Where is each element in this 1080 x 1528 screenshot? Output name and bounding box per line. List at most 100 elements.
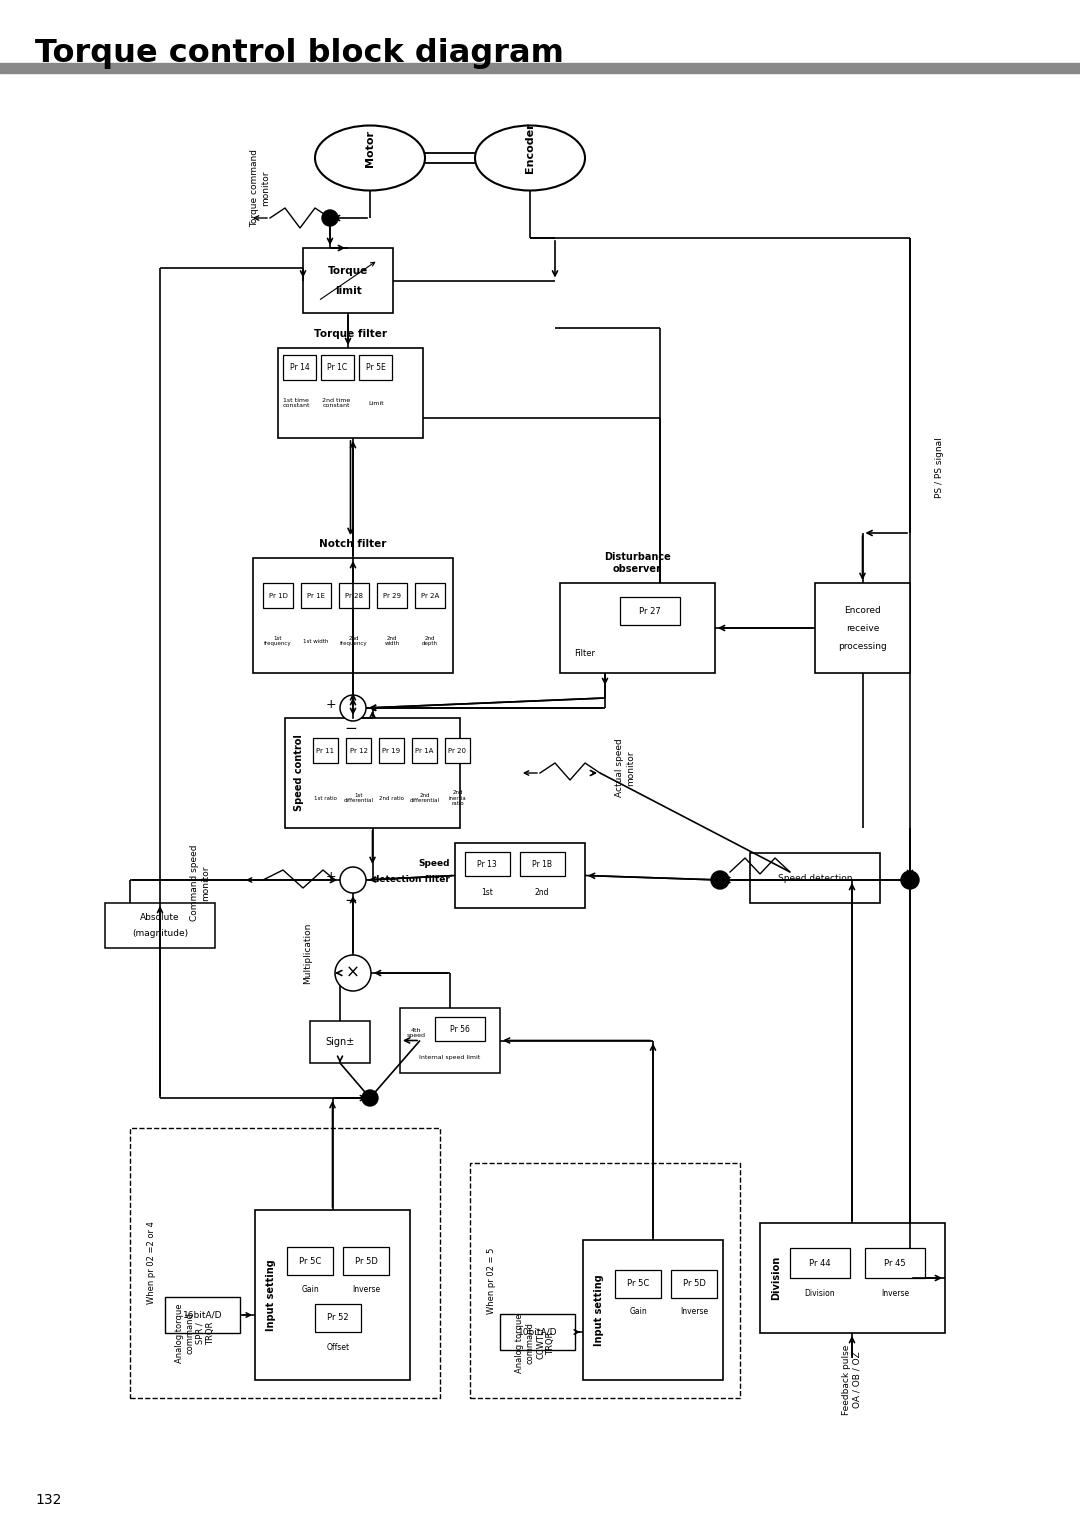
Text: limit: limit	[335, 286, 362, 295]
Bar	[105, 903, 215, 947]
Text: −: −	[345, 892, 357, 908]
Text: 10bitA/D: 10bitA/D	[517, 1328, 557, 1337]
Text: Division: Division	[771, 1256, 781, 1300]
Text: 2nd
frequency: 2nd frequency	[340, 636, 368, 646]
Text: Pr 5D: Pr 5D	[354, 1256, 377, 1265]
Bar	[750, 853, 880, 903]
Text: 16bitA/D: 16bitA/D	[183, 1311, 222, 1320]
Text: Inverse: Inverse	[352, 1285, 380, 1294]
Text: Input setting: Input setting	[266, 1259, 276, 1331]
Circle shape	[335, 955, 372, 992]
Bar	[583, 1241, 723, 1380]
Text: 1st
differential: 1st differential	[343, 793, 374, 804]
Text: Division: Division	[805, 1288, 835, 1297]
Text: Pr 2A: Pr 2A	[421, 593, 440, 599]
Text: 2nd
width: 2nd width	[384, 636, 400, 646]
Bar	[455, 843, 585, 908]
Bar	[415, 584, 445, 608]
Bar	[620, 597, 680, 625]
Text: Pr 27: Pr 27	[639, 607, 661, 616]
Bar	[301, 584, 330, 608]
Ellipse shape	[315, 125, 426, 191]
Text: Pr 5C: Pr 5C	[626, 1279, 649, 1288]
Bar	[310, 1021, 370, 1063]
Text: Absolute: Absolute	[140, 914, 179, 921]
Text: Torque control block diagram: Torque control block diagram	[35, 38, 564, 69]
Text: Notch filter: Notch filter	[320, 539, 387, 549]
Bar	[255, 1210, 410, 1380]
Bar	[346, 738, 372, 762]
Circle shape	[340, 866, 366, 892]
Text: Encored: Encored	[845, 605, 881, 614]
Text: Gain: Gain	[301, 1285, 319, 1294]
Text: Actual speed
monitor: Actual speed monitor	[616, 738, 635, 798]
Bar	[313, 738, 338, 762]
Bar	[470, 1163, 740, 1398]
Text: Analog torque
command
CCWTL/
TRQR: Analog torque command CCWTL/ TRQR	[515, 1313, 555, 1372]
Text: Pr 56: Pr 56	[450, 1024, 470, 1033]
Bar	[343, 1247, 389, 1274]
Bar	[500, 1314, 575, 1351]
Text: 132: 132	[35, 1493, 62, 1507]
Bar	[519, 853, 565, 876]
Text: Pr 12: Pr 12	[350, 747, 367, 753]
Text: Pr 1B: Pr 1B	[532, 859, 552, 868]
Text: 1st: 1st	[481, 888, 492, 897]
Ellipse shape	[475, 125, 585, 191]
Bar	[789, 1248, 850, 1277]
Text: Pr 1C: Pr 1C	[327, 364, 348, 371]
Circle shape	[901, 871, 919, 889]
Text: Disturbance
observer: Disturbance observer	[604, 552, 671, 575]
Bar	[359, 354, 392, 380]
Bar	[671, 1270, 717, 1297]
Text: Command speed
monitor: Command speed monitor	[190, 845, 210, 921]
Text: 2nd
differential: 2nd differential	[409, 793, 440, 804]
Text: Speed detection: Speed detection	[778, 874, 852, 883]
Text: 2nd time
constant: 2nd time constant	[322, 397, 350, 408]
Text: PS / PS signal: PS / PS signal	[935, 437, 945, 498]
Text: Pr 29: Pr 29	[383, 593, 401, 599]
Bar	[285, 718, 460, 828]
Bar	[561, 584, 715, 672]
Bar	[465, 853, 510, 876]
Text: ×: ×	[346, 964, 360, 983]
Text: 2nd
depth: 2nd depth	[422, 636, 438, 646]
Bar	[303, 248, 393, 313]
Text: +: +	[326, 697, 336, 711]
Bar	[315, 1303, 361, 1332]
Text: Analog torque
command
SPR /
TRQR: Analog torque command SPR / TRQR	[175, 1303, 215, 1363]
Text: Pr 19: Pr 19	[382, 747, 401, 753]
Bar	[283, 354, 316, 380]
Bar	[411, 738, 437, 762]
Circle shape	[340, 695, 366, 721]
Text: Pr 5D: Pr 5D	[683, 1279, 705, 1288]
Bar	[287, 1247, 333, 1274]
Bar	[760, 1222, 945, 1332]
Text: 2nd: 2nd	[535, 888, 550, 897]
Text: Pr 52: Pr 52	[327, 1314, 349, 1323]
Bar	[400, 1008, 500, 1073]
Text: 2nd ratio: 2nd ratio	[379, 796, 404, 801]
Text: Feedback pulse
OA / OB / OZ: Feedback pulse OA / OB / OZ	[842, 1345, 862, 1415]
Text: Gain: Gain	[630, 1308, 647, 1317]
Bar	[165, 1297, 240, 1332]
Text: Pr 1A: Pr 1A	[416, 747, 434, 753]
Text: 1st width: 1st width	[303, 639, 328, 643]
Text: Internal speed limit: Internal speed limit	[419, 1054, 481, 1059]
Text: Torque filter: Torque filter	[314, 329, 387, 339]
Bar	[339, 584, 369, 608]
Circle shape	[322, 209, 338, 226]
Text: Inverse: Inverse	[680, 1308, 708, 1317]
Text: Pr 44: Pr 44	[809, 1259, 831, 1268]
Bar	[253, 558, 453, 672]
Text: When pr 02 = 5: When pr 02 = 5	[487, 1247, 497, 1314]
Text: Offset: Offset	[326, 1343, 350, 1351]
Text: Torque: Torque	[328, 266, 368, 275]
Text: Pr 20: Pr 20	[448, 747, 467, 753]
Text: Speed control: Speed control	[294, 735, 303, 811]
Text: Multiplication: Multiplication	[303, 923, 312, 984]
Text: 1st ratio: 1st ratio	[314, 796, 337, 801]
Bar	[615, 1270, 661, 1297]
Bar	[130, 1128, 440, 1398]
Bar	[278, 348, 423, 439]
